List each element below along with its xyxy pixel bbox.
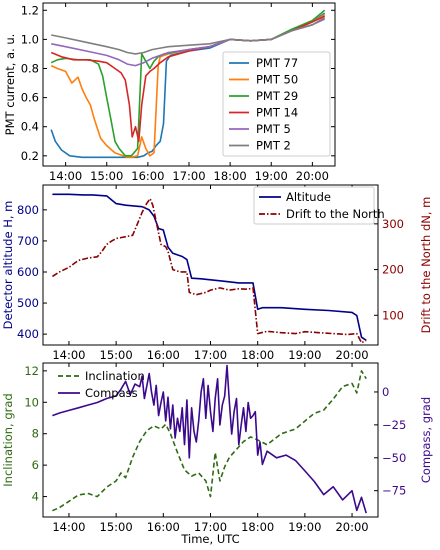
y-tick-label: 600	[17, 265, 39, 279]
y2-axis-label: Drift to the North dN, m	[419, 197, 433, 334]
x-tick-label: 18:00	[241, 348, 274, 362]
x-tick-label: 18:00	[214, 169, 247, 183]
y2-tick-label: 0	[382, 385, 389, 399]
series-group	[50, 9, 326, 159]
series-line-2-2	[51, 197, 367, 344]
legend-label: PMT 2	[256, 139, 291, 153]
legend-label: PMT 14	[256, 106, 298, 120]
y-tick-label: 6	[32, 458, 39, 472]
legend: PMT 77 PMT 50 PMT 29 PMT 14 PMT 5 PMT 2	[222, 51, 331, 157]
x-tick-label: 17:00	[172, 169, 205, 183]
y-tick-label: 0.4	[21, 120, 39, 134]
legend-label: Drift to the North	[286, 207, 385, 221]
y-tick-label: 12	[24, 364, 39, 378]
x-tick-label: 20:00	[296, 169, 329, 183]
y2-tick-label: 200	[382, 263, 404, 277]
x-tick-label: 16:00	[147, 348, 180, 362]
x-tick-label: 14:00	[52, 520, 85, 534]
legend-box	[222, 51, 331, 157]
x-tick-label: 20:00	[335, 348, 368, 362]
x-tick-label: 18:00	[241, 520, 274, 534]
legend-label: PMT 50	[256, 73, 298, 87]
x-tick-label: 19:00	[255, 169, 288, 183]
y-tick-label: 400	[17, 327, 39, 341]
y-tick-label: 1.2	[21, 3, 39, 17]
panel-3: 14:00 15:00 16:00 17:00 18:00 19:00 20:00 4 6 8 10…	[1, 362, 433, 546]
legend-label: PMT 5	[256, 122, 291, 136]
y-tick-label: 4	[32, 490, 39, 504]
y-axis-label: Detector altitude H, m	[1, 201, 15, 330]
x-tick-label: 17:00	[194, 520, 227, 534]
y-tick-label: 500	[17, 296, 39, 310]
y2-tick-label: −50	[382, 451, 406, 465]
series-group	[51, 193, 367, 344]
y-tick-label: 0.2	[21, 149, 39, 163]
x-tick-label: 15:00	[90, 169, 123, 183]
series-line-3-1	[52, 370, 367, 512]
y-tick-label: 0.8	[21, 61, 39, 75]
x-tick-label: 14:00	[49, 169, 82, 183]
x-tick-label: 16:00	[147, 520, 180, 534]
y-tick-label: 800	[17, 203, 39, 217]
y-tick-label: 10	[24, 395, 39, 409]
series-group	[52, 364, 367, 514]
y2-tick-label: −75	[382, 484, 406, 498]
panel-1: 14:00 15:00 16:00 17:00 18:00 19:00 20:00 0.2 0.…	[3, 2, 336, 183]
x-tick-label: 16:00	[131, 169, 164, 183]
legend-label: Inclination	[85, 369, 145, 383]
x-tick-label: 17:00	[194, 348, 227, 362]
panel-2: 14:00 15:00 16:00 17:00 18:00 19:00 20:00 400 50…	[1, 184, 433, 362]
y2-axis-label: Compass, grad	[419, 397, 433, 483]
y2-tick-label: 100	[382, 308, 404, 322]
legend-label: Compass	[85, 386, 138, 400]
x-tick-label: 20:00	[335, 520, 368, 534]
legend: Inclination Compass	[58, 369, 145, 400]
x-tick-label: 14:00	[52, 348, 85, 362]
y-tick-label: 8	[32, 427, 39, 441]
x-axis-label: Time, UTC	[180, 532, 239, 546]
y2-tick-label: −25	[382, 418, 406, 432]
x-tick-label: 15:00	[100, 348, 133, 362]
y-tick-label: 1.0	[21, 32, 39, 46]
series-line-3-2	[52, 364, 367, 514]
legend-box	[253, 186, 375, 225]
legend-label: PMT 29	[256, 89, 298, 103]
series-line-2-1	[52, 193, 367, 341]
series-line-1-6	[51, 16, 326, 55]
y-tick-label: 700	[17, 234, 39, 248]
x-tick-label: 19:00	[288, 348, 321, 362]
y2-tick-label: 300	[382, 217, 404, 231]
y-axis-label: Inclination, grad	[1, 393, 15, 486]
x-tick-label: 15:00	[100, 520, 133, 534]
legend-label: PMT 77	[256, 56, 298, 70]
y-axis-label: PMT current, a. u.	[3, 34, 17, 136]
legend-label: Altitude	[286, 190, 331, 204]
legend: Altitude Drift to the North	[253, 186, 385, 225]
x-tick-label: 19:00	[288, 520, 321, 534]
y-tick-label: 0.6	[21, 91, 39, 105]
